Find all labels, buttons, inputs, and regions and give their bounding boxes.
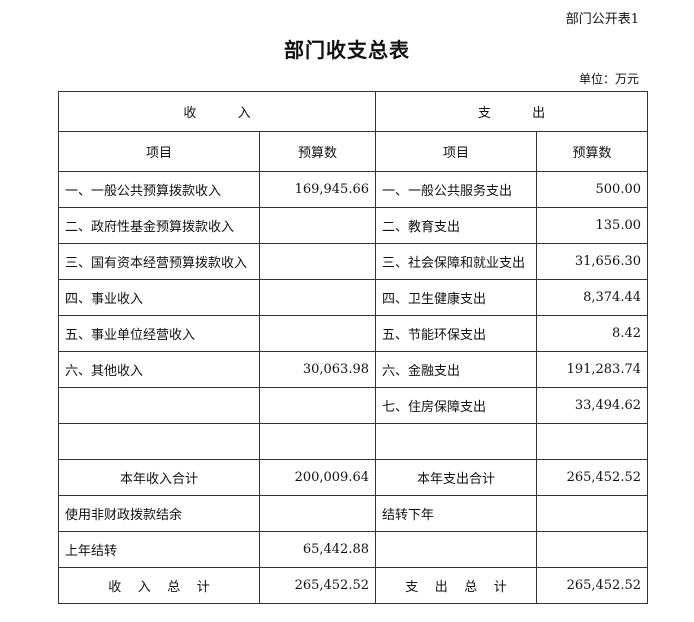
income-item-cell	[58, 387, 260, 424]
column-header-row: 项目 预算数 项目 预算数	[58, 131, 648, 172]
income-section-header: 收 入	[58, 91, 376, 132]
expense-amount-cell	[536, 423, 648, 460]
expense-amount-cell	[536, 495, 648, 532]
income-amount-cell	[259, 243, 376, 280]
expense-item-cell: 结转下年	[375, 495, 537, 532]
expense-amount-cell: 33,494.62	[536, 387, 648, 424]
income-amount-cell	[259, 495, 376, 532]
expense-item-cell	[375, 531, 537, 568]
table-row: 七、住房保障支出 33,494.62	[58, 387, 648, 424]
income-amount-cell	[259, 387, 376, 424]
income-item-cell: 六、其他收入	[58, 351, 260, 388]
expense-section-header: 支 出	[375, 91, 648, 132]
table-row: 使用非财政拨款结余 结转下年	[58, 495, 648, 532]
income-amount-cell: 169,945.66	[259, 171, 376, 208]
subtotal-row-expense-label: 本年支出合计	[375, 459, 537, 496]
income-item-cell: 使用非财政拨款结余	[58, 495, 260, 532]
expense-item-header: 项目	[375, 131, 537, 172]
expense-item-cell: 四、卫生健康支出	[375, 279, 537, 316]
expense-item-cell	[375, 423, 537, 460]
expense-item-cell: 二、教育支出	[375, 207, 537, 244]
subtotal-row-income-amount: 200,009.64	[259, 459, 376, 496]
expense-item-cell: 七、住房保障支出	[375, 387, 537, 424]
table-row: 一、一般公共预算拨款收入 169,945.66 一、一般公共服务支出 500.00	[58, 171, 648, 208]
table-row: 六、其他收入 30,063.98 六、金融支出 191,283.74	[58, 351, 648, 388]
subtotal-row: 本年收入合计 200,009.64 本年支出合计 265,452.52	[58, 459, 648, 496]
grand-total-row-income-label: 收 入 总 计	[58, 567, 260, 604]
form-number: 部门公开表1	[565, 12, 639, 27]
section-header-row: 收 入 支 出	[58, 91, 648, 132]
expense-amount-cell: 8,374.44	[536, 279, 648, 316]
grand-total-row-income-amount: 265,452.52	[259, 567, 376, 604]
income-item-cell: 二、政府性基金预算拨款收入	[58, 207, 260, 244]
income-item-cell: 三、国有资本经营预算拨款收入	[58, 243, 260, 280]
table-row: 上年结转 65,442.88	[58, 531, 648, 568]
income-item-cell	[58, 423, 260, 460]
income-amount-cell	[259, 207, 376, 244]
income-amount-cell	[259, 279, 376, 316]
income-item-cell: 四、事业收入	[58, 279, 260, 316]
subtotal-row-expense-amount: 265,452.52	[536, 459, 648, 496]
grand-total-row: 收 入 总 计 265,452.52 支 出 总 计 265,452.52	[58, 567, 648, 604]
income-item-cell: 一、一般公共预算拨款收入	[58, 171, 260, 208]
expense-item-cell: 六、金融支出	[375, 351, 537, 388]
table-row	[58, 423, 648, 460]
grand-total-row-expense-amount: 265,452.52	[536, 567, 648, 604]
expense-amount-cell: 135.00	[536, 207, 648, 244]
income-budget-header: 预算数	[259, 131, 376, 172]
expense-item-cell: 五、节能环保支出	[375, 315, 537, 352]
table-row: 二、政府性基金预算拨款收入 二、教育支出 135.00	[58, 207, 648, 244]
grand-total-row-expense-label: 支 出 总 计	[375, 567, 537, 604]
income-amount-cell: 30,063.98	[259, 351, 376, 388]
expense-amount-cell: 500.00	[536, 171, 648, 208]
budget-table: 收 入 支 出 项目 预算数 项目 预算数 一、一般公共预算拨款收入 169,94…	[58, 91, 648, 604]
income-amount-cell: 65,442.88	[259, 531, 376, 568]
expense-amount-cell: 191,283.74	[536, 351, 648, 388]
expense-item-cell: 三、社会保障和就业支出	[375, 243, 537, 280]
subtotal-row-income-label: 本年收入合计	[58, 459, 260, 496]
table-row: 四、事业收入 四、卫生健康支出 8,374.44	[58, 279, 648, 316]
table-row: 三、国有资本经营预算拨款收入 三、社会保障和就业支出 31,656.30	[58, 243, 648, 280]
income-item-header: 项目	[58, 131, 260, 172]
income-amount-cell	[259, 315, 376, 352]
expense-budget-header: 预算数	[536, 131, 648, 172]
expense-amount-cell: 8.42	[536, 315, 648, 352]
expense-amount-cell	[536, 531, 648, 568]
table-row: 五、事业单位经营收入 五、节能环保支出 8.42	[58, 315, 648, 352]
expense-item-cell: 一、一般公共服务支出	[375, 171, 537, 208]
income-item-cell: 上年结转	[58, 531, 260, 568]
unit-label: 单位：万元	[578, 72, 639, 86]
page-title: 部门收支总表	[284, 38, 410, 62]
income-amount-cell	[259, 423, 376, 460]
income-item-cell: 五、事业单位经营收入	[58, 315, 260, 352]
expense-amount-cell: 31,656.30	[536, 243, 648, 280]
